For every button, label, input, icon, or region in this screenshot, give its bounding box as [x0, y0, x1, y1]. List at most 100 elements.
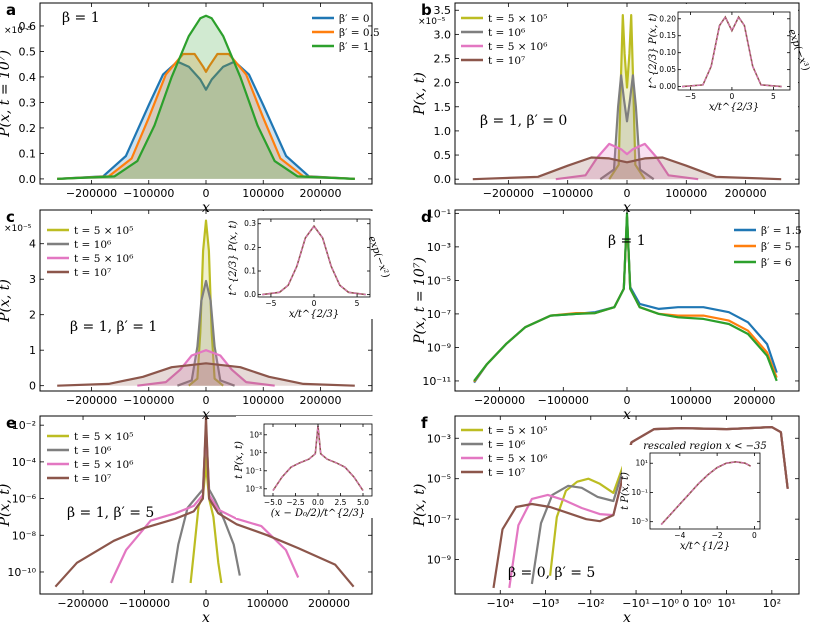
- legend-label-1: β′ = 0: [339, 13, 370, 25]
- inset: −4 −2 0 10⁻³ 10⁻¹ 10¹ x/t^{1/2} t P(x, t) rescal…: [620, 441, 768, 552]
- y-tick-label: 2.5: [434, 53, 452, 66]
- y-tick-label: 10⁻¹: [245, 466, 262, 475]
- x-tick-label: 5: [355, 299, 360, 308]
- inset-x-label: (x − D₀/2)/t^{2/3}: [271, 508, 366, 519]
- x-axis-label: x: [623, 200, 631, 216]
- plot-frame: [649, 452, 761, 530]
- panel-c: −200000 −100000 0 100000 200000 0 1 2 3 4 x P(x, t)…: [0, 208, 391, 423]
- x-axis-label: x: [202, 200, 210, 216]
- panel-annotation: β = 1: [608, 233, 646, 249]
- series-line-4: [57, 362, 355, 387]
- panel-annotation: β = 1: [62, 10, 100, 26]
- legend-label-1: t = 5 × 10⁵: [74, 225, 133, 237]
- legend-label-3: t = 5 × 10⁶: [74, 253, 133, 265]
- inset-x-label: x/t^{2/3}: [289, 309, 339, 320]
- y-tick-label: 10⁻⁷: [427, 513, 451, 526]
- y-tick-label: 0.4: [19, 71, 37, 84]
- inset-x-label: x/t^{2/3}: [709, 102, 759, 113]
- area-fill-1: [188, 220, 224, 386]
- plot-area: [57, 219, 355, 387]
- y-tick-label: 1: [29, 344, 36, 357]
- inset-series-dashed-1: [262, 225, 366, 296]
- legend-label-2: t = 10⁶: [488, 439, 525, 451]
- inset-y-label: t P(x, t): [234, 441, 245, 479]
- legend-label-4: t = 10⁷: [74, 473, 111, 485]
- y-tick-label: 10³: [249, 430, 262, 439]
- y-tick-label: 0.6: [19, 20, 37, 33]
- y-tick-label: 0.3: [19, 96, 37, 109]
- legend-label-1: t = 5 × 10⁵: [74, 431, 133, 443]
- inset-y-label: t P(x, t): [620, 472, 631, 510]
- x-tick-label: −200000: [66, 187, 117, 200]
- x-tick-label: 0: [203, 187, 210, 200]
- x-tick-label: −10⁴: [486, 597, 514, 610]
- x-tick-label: 5: [771, 92, 776, 101]
- y-tick-label: 2.0: [434, 77, 452, 90]
- series-line-1: [608, 14, 646, 180]
- y-tick-label: 0.0: [19, 173, 37, 186]
- inset-title: rescaled region x < −35: [643, 441, 767, 452]
- series-line-2: [177, 279, 235, 387]
- y-tick-label: 0.2: [244, 243, 256, 252]
- x-tick-label: 0: [752, 531, 757, 540]
- legend: t = 5 × 10⁵ t = 10⁶ t = 5 × 10⁶ t = 10⁷: [461, 13, 547, 67]
- x-tick-label: 5.0: [357, 498, 369, 507]
- x-tick-label: −200000: [66, 394, 117, 407]
- y-tick-label: 10⁻⁹: [427, 341, 451, 354]
- area-fill-2: [600, 75, 654, 180]
- legend: t = 5 × 10⁵ t = 10⁶ t = 5 × 10⁶ t = 10⁷: [461, 425, 547, 479]
- y-tick-label: 10⁻²: [12, 419, 36, 432]
- plot-area: [54, 416, 355, 588]
- legend: t = 5 × 10⁵ t = 10⁶ t = 5 × 10⁶ t = 10⁷: [47, 431, 133, 485]
- y-tick-label: 0.3: [244, 219, 256, 228]
- y-tick-label: 0.05: [659, 65, 676, 74]
- y-tick-label: 0.10: [659, 48, 676, 57]
- y-tick-label: 3.5: [434, 4, 452, 17]
- panel-f: −10⁴ −10³ −10² −10¹ −10⁰ 0 10⁰ 10¹ 10² 10⁻⁹ 10⁻⁷…: [412, 414, 800, 626]
- x-tick-label: −200000: [57, 597, 108, 610]
- y-tick-label: 10⁻⁹: [427, 554, 451, 567]
- panel-annotation: β = 0, β′ = 5: [508, 565, 595, 581]
- legend-label-2: t = 10⁶: [74, 239, 111, 251]
- x-axis-label: x: [623, 610, 631, 626]
- plot-area: [472, 14, 782, 181]
- y-tick-label: 0.1: [19, 147, 37, 160]
- scale-multiplier: ×10⁻⁵: [4, 224, 32, 234]
- y-tick-label: 0.5: [19, 45, 37, 58]
- y-axis-label: P(x, t): [412, 72, 428, 116]
- panel-letter: b: [421, 1, 432, 19]
- legend-label-1: t = 5 × 10⁵: [488, 13, 547, 25]
- x-tick-label: 100000: [242, 394, 284, 407]
- panel-b: −200000 −100000 0 100000 200000 0.0 0.5 1.0 1.5 2…: [412, 1, 811, 216]
- x-tick-label: −5.0: [264, 498, 282, 507]
- x-tick-label: −200000: [483, 187, 534, 200]
- legend-label-3: t = 5 × 10⁶: [488, 453, 547, 465]
- y-tick-label: 0.1: [244, 267, 256, 276]
- y-tick-label: 1.5: [434, 101, 452, 114]
- x-tick-label: 200000: [308, 597, 350, 610]
- y-tick-label: 3.0: [434, 28, 452, 41]
- series-line-3: [555, 142, 699, 181]
- y-tick-label: 10⁻¹: [631, 488, 648, 497]
- y-tick-label: 10¹: [635, 459, 648, 468]
- x-tick-label: 100000: [246, 597, 288, 610]
- legend-label-1: t = 5 × 10⁵: [488, 425, 547, 437]
- inset-background: [236, 416, 380, 518]
- plot-area: [57, 14, 355, 180]
- legend-label-2: β′ = 5: [761, 241, 792, 253]
- legend-label-3: t = 5 × 10⁶: [488, 41, 547, 53]
- inset-background: [650, 4, 798, 112]
- inset-plot-area: [660, 460, 752, 526]
- x-tick-label: 0: [730, 92, 735, 101]
- y-tick-label: 0: [29, 380, 36, 393]
- x-axis-label: x: [202, 610, 210, 626]
- y-tick-label: 10⁻¹⁰: [7, 566, 36, 579]
- series-line-2: [599, 74, 655, 181]
- inset-y-label: t^{2/3} P(x, t): [648, 13, 659, 88]
- legend-label-4: t = 10⁷: [74, 267, 111, 279]
- y-tick-label: 10⁻¹: [427, 207, 451, 220]
- panel-e: −200000 −100000 0 100000 200000 10⁻¹⁰ 10⁻⁸ 10⁻⁶…: [0, 414, 380, 626]
- area-fill-2: [177, 281, 235, 386]
- series-line-3: [137, 349, 275, 387]
- legend-label-2: β′ = 0.5: [339, 27, 380, 39]
